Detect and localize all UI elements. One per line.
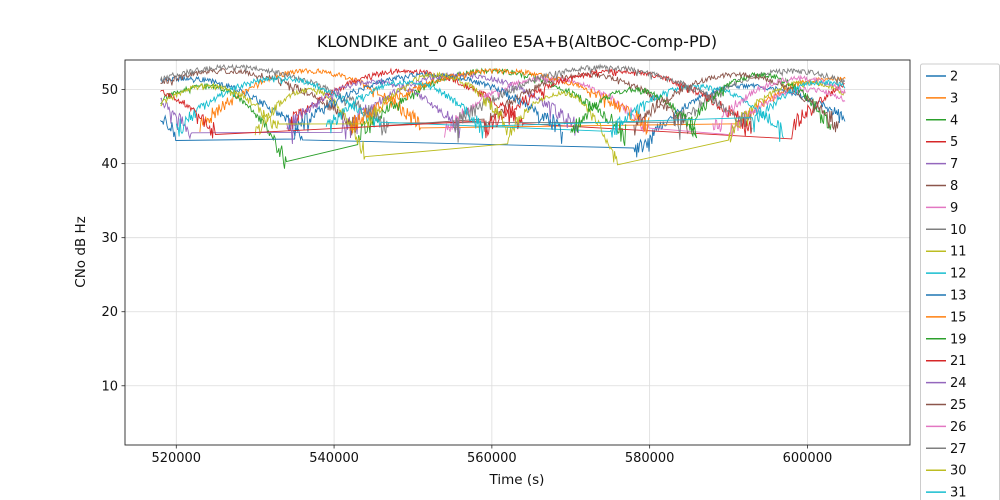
plot-series bbox=[160, 63, 846, 169]
legend: 2 3 4 5 7 8 9 10 11 12 13 15 19 21 24 25 26 27 30 31 bbox=[920, 63, 1000, 500]
legend-entry: 13 bbox=[926, 289, 967, 304]
legend-entry: 9 bbox=[926, 201, 958, 216]
series-line-8 bbox=[160, 67, 689, 136]
series-line-31 bbox=[325, 79, 846, 139]
legend-entry: 15 bbox=[926, 310, 967, 325]
legend-label: 11 bbox=[950, 245, 967, 260]
legend-entry: 31 bbox=[926, 486, 967, 500]
y-tick-label: 30 bbox=[101, 231, 118, 246]
legend-label: 12 bbox=[950, 267, 967, 282]
legend-entry: 10 bbox=[926, 223, 967, 238]
legend-label: 30 bbox=[950, 464, 967, 479]
legend-label: 13 bbox=[950, 289, 967, 304]
x-axis-label: Time (s) bbox=[489, 472, 545, 488]
legend-label: 4 bbox=[950, 113, 958, 128]
legend-label: 26 bbox=[950, 420, 967, 435]
series-line-30 bbox=[160, 71, 509, 136]
series-line-27 bbox=[452, 63, 753, 143]
legend-entry: 12 bbox=[926, 267, 967, 282]
legend-entry: 25 bbox=[926, 398, 967, 413]
legend-entry: 4 bbox=[926, 113, 958, 128]
series-line-13 bbox=[160, 70, 563, 144]
legend-label: 9 bbox=[950, 201, 958, 216]
series-line-3 bbox=[199, 67, 846, 132]
legend-entry: 3 bbox=[926, 91, 958, 106]
legend-entry: 21 bbox=[926, 354, 967, 369]
x-tick-label: 540000 bbox=[309, 451, 359, 466]
legend-entry: 30 bbox=[926, 464, 967, 479]
y-tick-label: 20 bbox=[101, 305, 118, 320]
series-line-26 bbox=[712, 74, 846, 132]
legend-label: 5 bbox=[950, 135, 958, 150]
x-tick-label: 580000 bbox=[625, 451, 675, 466]
legend-label: 10 bbox=[950, 223, 967, 238]
legend-entry: 2 bbox=[926, 70, 958, 85]
y-tick-label: 10 bbox=[101, 379, 118, 394]
legend-label: 21 bbox=[950, 354, 967, 369]
x-tick-label: 560000 bbox=[467, 451, 517, 466]
plot-border bbox=[124, 59, 911, 446]
legend-label: 15 bbox=[950, 310, 967, 325]
y-tick-label: 50 bbox=[101, 83, 118, 98]
legend-label: 24 bbox=[950, 376, 967, 391]
legend-label: 2 bbox=[950, 70, 958, 85]
legend-label: 8 bbox=[950, 179, 958, 194]
axis-ticks: 520000 540000 560000 580000 600000 10 20 30 40 50 bbox=[101, 83, 832, 466]
chart-title: KLONDIKE ant_0 Galileo E5A+B(AltBOC-Comp… bbox=[317, 32, 717, 52]
legend-label: 25 bbox=[950, 398, 967, 413]
series-line-25 bbox=[633, 71, 839, 136]
legend-entry: 11 bbox=[926, 245, 967, 260]
legend-label: 19 bbox=[950, 332, 967, 347]
legend-entry: 24 bbox=[926, 376, 967, 391]
legend-entry: 5 bbox=[926, 135, 958, 150]
legend-label: 3 bbox=[950, 91, 958, 106]
legend-entry: 26 bbox=[926, 420, 967, 435]
x-tick-label: 520000 bbox=[151, 451, 201, 466]
legend-entry: 7 bbox=[926, 157, 958, 172]
legend-label: 7 bbox=[950, 157, 958, 172]
y-axis-label: CNo dB Hz bbox=[73, 216, 89, 287]
series-line-24 bbox=[286, 79, 461, 145]
series-line-15 bbox=[349, 68, 650, 136]
x-tick-label: 600000 bbox=[783, 451, 833, 466]
y-tick-label: 40 bbox=[101, 157, 118, 172]
legend-label: 27 bbox=[950, 442, 967, 457]
legend-entry: 19 bbox=[926, 332, 967, 347]
legend-entry: 27 bbox=[926, 442, 967, 457]
series-line-21 bbox=[160, 67, 753, 139]
legend-entry: 8 bbox=[926, 179, 958, 194]
legend-label: 31 bbox=[950, 486, 967, 500]
